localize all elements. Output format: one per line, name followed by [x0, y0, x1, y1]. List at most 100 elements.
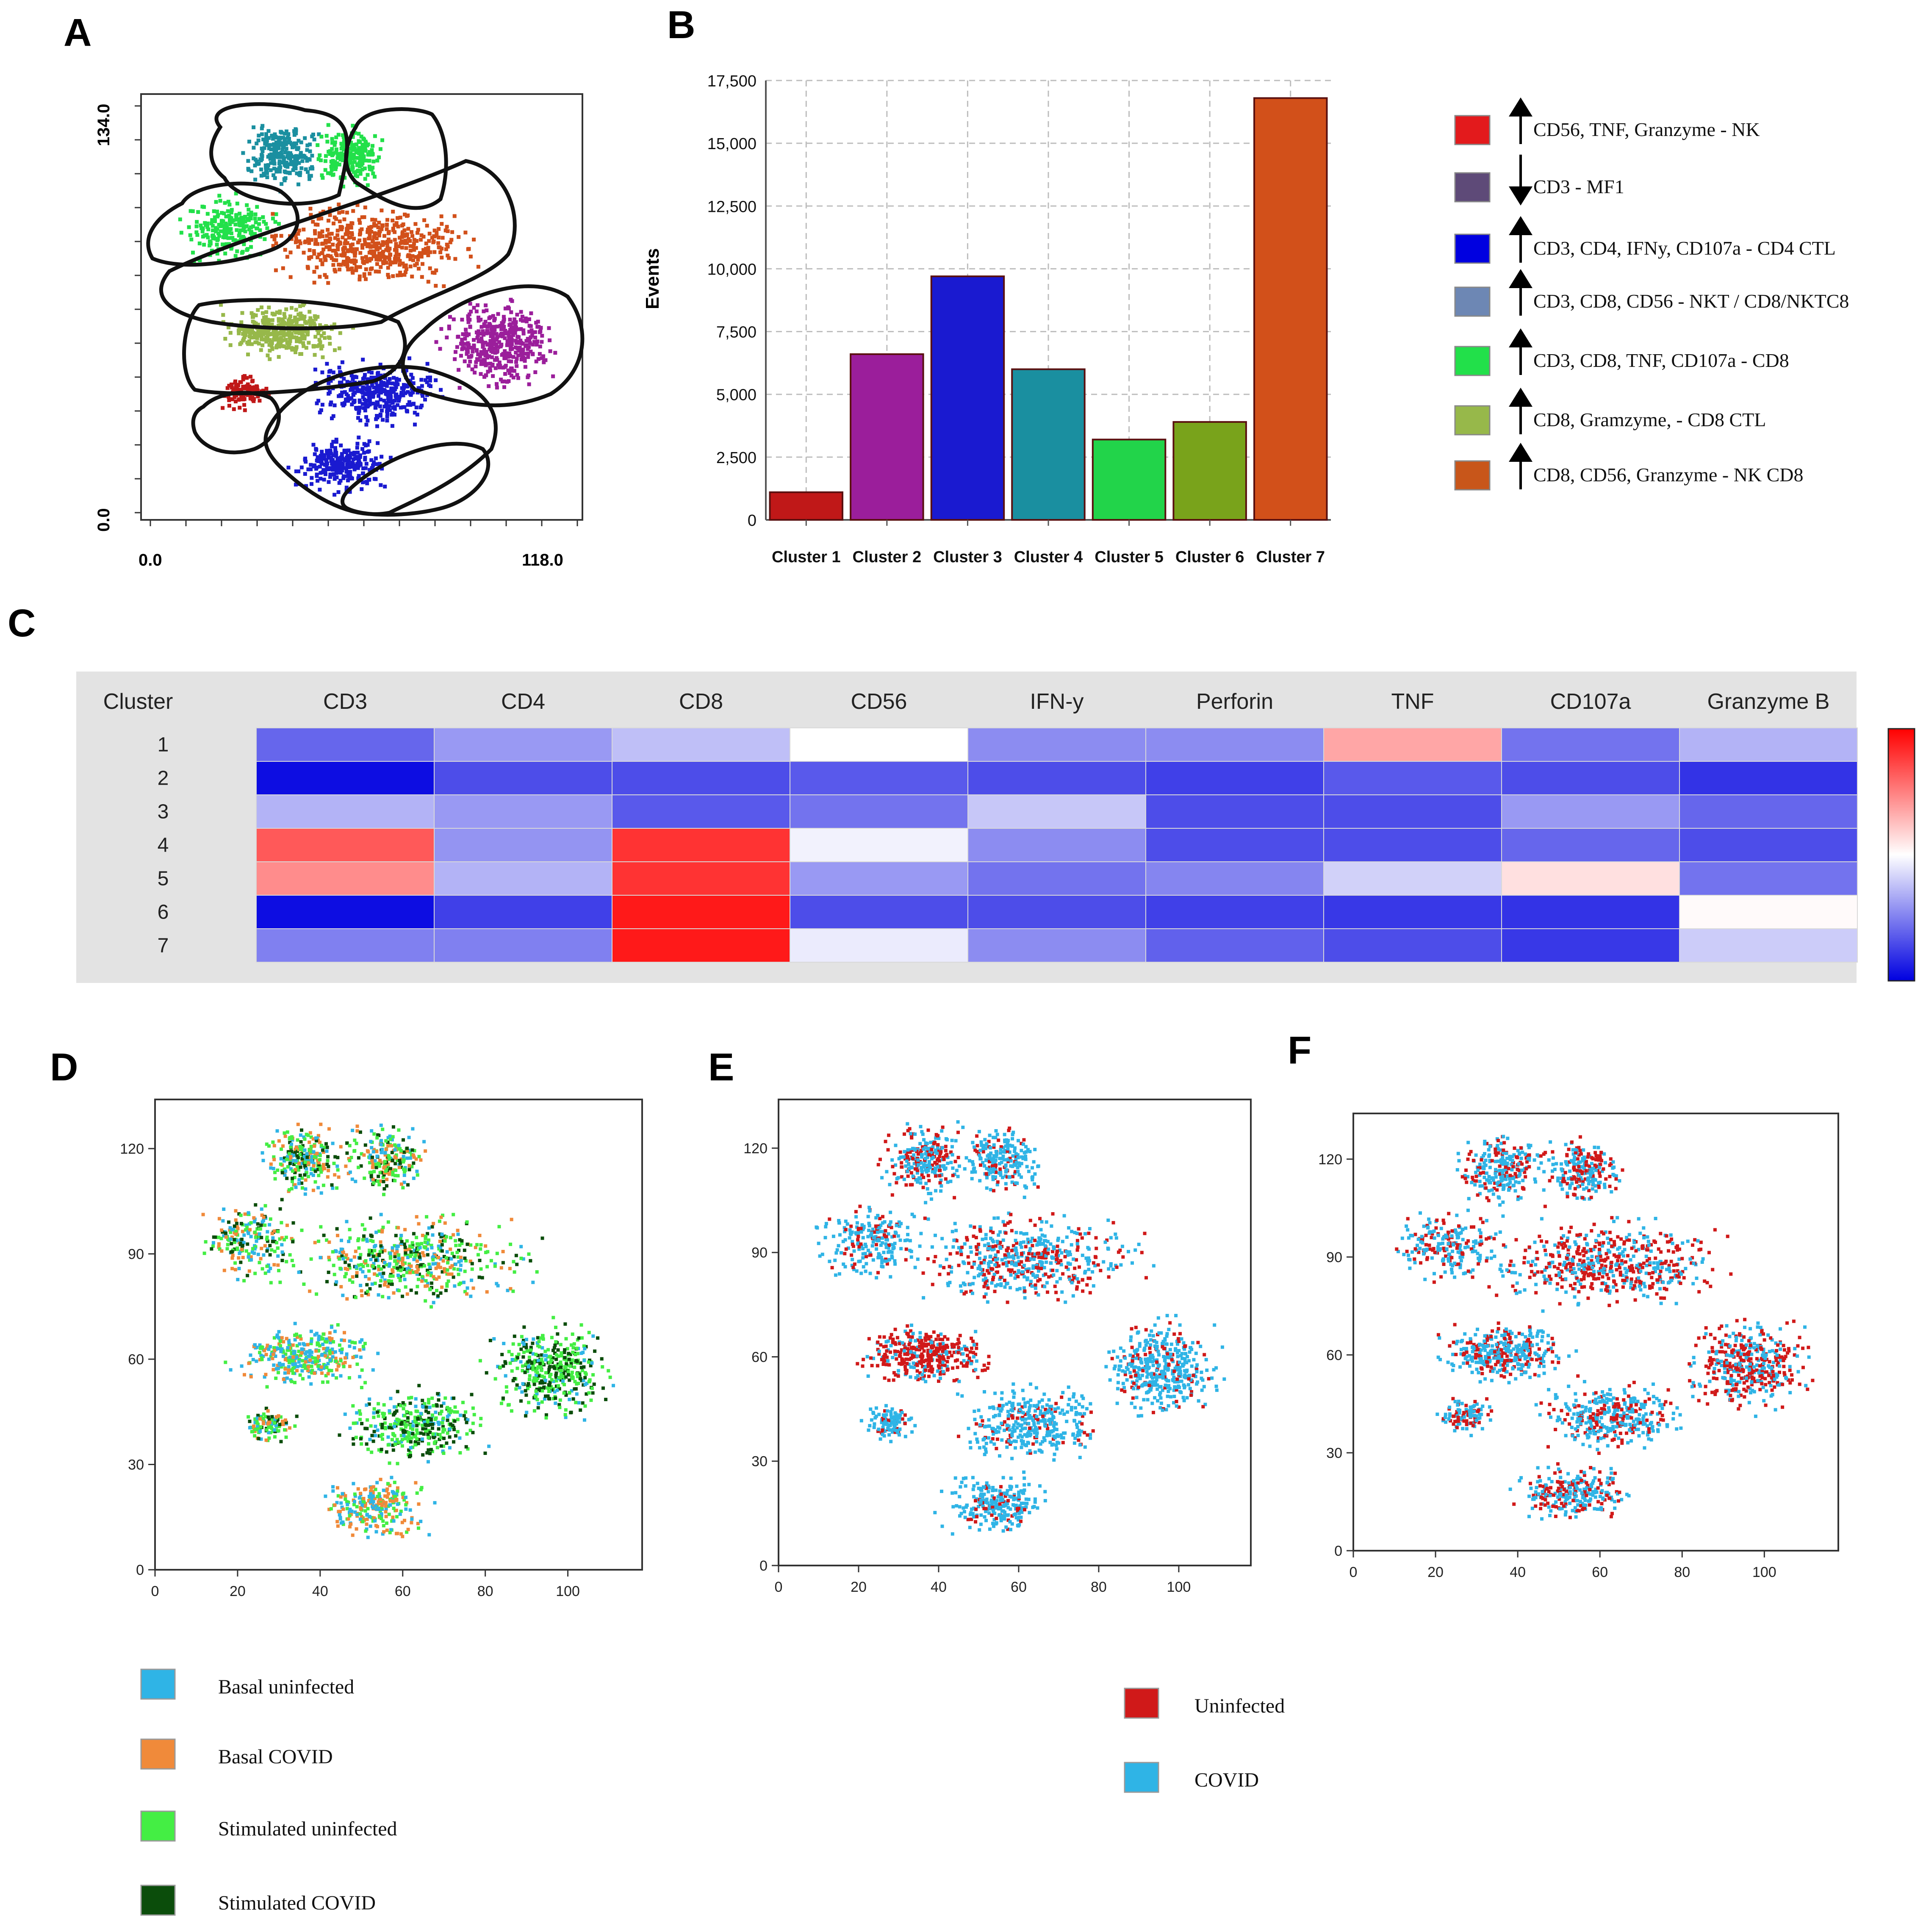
scatter-point	[233, 1268, 237, 1271]
scatter-point	[354, 148, 358, 153]
scatter-point	[364, 462, 369, 466]
scatter-point	[419, 378, 424, 382]
scatter-point	[313, 452, 317, 456]
scatter-point	[543, 1354, 546, 1357]
scatter-point	[402, 233, 406, 237]
scatter-point	[560, 1369, 563, 1372]
scatter-point	[316, 399, 321, 403]
scatter-point	[257, 341, 261, 346]
scatter-point	[543, 1349, 547, 1353]
scatter-point	[398, 263, 402, 267]
scatter-point	[509, 1242, 513, 1246]
scatter-point	[335, 1368, 339, 1372]
scatter-point	[519, 1399, 523, 1403]
scatter-point	[263, 163, 268, 167]
scatter-point	[217, 1235, 221, 1239]
scatter-point	[354, 267, 358, 271]
scatter-point	[313, 353, 317, 357]
scatter-point	[331, 1373, 335, 1377]
scatter-point	[502, 1342, 506, 1345]
scatter-point	[501, 1396, 505, 1400]
scatter-point	[413, 411, 417, 415]
scatter-point	[277, 1139, 281, 1143]
scatter-point	[288, 1152, 291, 1156]
scatter-point	[579, 1408, 582, 1412]
scatter-point	[241, 1244, 244, 1247]
scatter-point	[474, 360, 478, 364]
scatter-point	[340, 225, 344, 230]
heatmap-cell	[1323, 761, 1502, 795]
scatter-point	[239, 1260, 243, 1264]
scatter-point	[357, 411, 361, 415]
scatter-point	[206, 235, 210, 239]
scatter-point	[477, 315, 480, 319]
scatter-point	[535, 1367, 539, 1371]
scatter-point	[396, 382, 400, 386]
scatter-point	[260, 1235, 263, 1239]
scatter-point	[249, 169, 254, 173]
scatter-point	[265, 226, 269, 230]
scatter-point	[325, 362, 329, 366]
scatter-point	[299, 1147, 302, 1151]
scatter-point	[327, 381, 331, 385]
legend-swatch	[1454, 460, 1491, 491]
scatter-point	[440, 1243, 444, 1246]
scatter-point	[391, 210, 395, 214]
scatter-point	[382, 241, 386, 245]
scatter-point	[563, 1413, 567, 1416]
scatter-point	[517, 1352, 521, 1356]
scatter-point	[335, 1227, 339, 1231]
scatter-point	[265, 1237, 269, 1241]
scatter-point	[208, 243, 212, 247]
scatter-point	[350, 161, 354, 165]
scatter-point	[547, 1390, 551, 1393]
legend-label: CD3, CD8, TNF, CD107a - CD8	[1533, 350, 1789, 371]
scatter-point	[537, 1340, 541, 1344]
scatter-point	[353, 456, 357, 461]
scatter-point	[335, 1164, 339, 1168]
scatter-point	[529, 350, 533, 354]
scatter-point	[294, 1145, 298, 1149]
scatter-point	[343, 241, 347, 245]
scatter-point	[321, 1380, 325, 1384]
scatter-point	[279, 1162, 283, 1166]
scatter-point	[334, 258, 338, 262]
scatter-point	[269, 344, 274, 348]
scatter-point	[431, 1233, 435, 1237]
scatter-point	[386, 1144, 390, 1148]
scatter-point	[295, 1355, 298, 1359]
scatter-point	[414, 1253, 418, 1257]
scatter-point	[288, 314, 292, 319]
scatter-point	[321, 355, 325, 359]
scatter-point	[318, 1158, 321, 1162]
scatter-point	[332, 1263, 335, 1267]
scatter-point	[391, 1268, 394, 1272]
scatter-point	[355, 203, 360, 207]
plot-frame	[154, 1099, 643, 1571]
scatter-point	[288, 171, 292, 175]
scatter-point	[378, 229, 382, 233]
heatmap-cell	[967, 727, 1146, 762]
scatter-point	[515, 373, 519, 377]
scatter-point	[488, 1338, 492, 1342]
scatter-point	[217, 258, 221, 263]
scatter-point	[587, 1391, 591, 1395]
scatter-point	[242, 335, 247, 339]
legend-label: CD8, CD56, Granzyme - NK CD8	[1533, 464, 1804, 486]
scatter-point	[352, 467, 357, 472]
scatter-point	[327, 1240, 331, 1244]
scatter-point	[559, 1366, 563, 1369]
scatter-point	[378, 1284, 382, 1288]
heatmap-cell	[612, 861, 790, 896]
scatter-point	[310, 476, 314, 480]
scatter-point	[339, 1374, 343, 1378]
heatmap-cells	[256, 727, 1858, 963]
scatter-point	[285, 1224, 289, 1227]
scatter-point	[476, 352, 480, 356]
scatter-point	[380, 208, 384, 213]
scatter-point	[253, 1343, 257, 1347]
scatter-point	[435, 233, 439, 238]
scatter-point	[563, 1365, 567, 1369]
scatter-point	[255, 386, 259, 390]
scatter-point	[477, 1275, 481, 1279]
